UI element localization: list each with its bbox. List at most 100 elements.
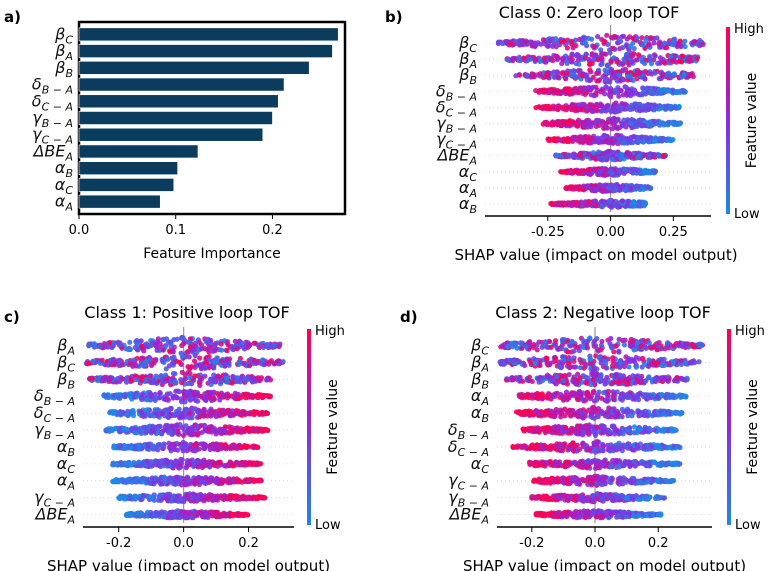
swarm-dot bbox=[160, 347, 167, 353]
feature-label: βA bbox=[458, 49, 477, 71]
swarm-dot bbox=[614, 59, 620, 65]
swarm-dot bbox=[568, 72, 575, 78]
swarm-dot bbox=[609, 126, 615, 132]
swarm-dot bbox=[172, 379, 179, 385]
swarm-dot bbox=[608, 59, 614, 65]
swarm-dot bbox=[547, 89, 553, 96]
swarm-dot bbox=[631, 122, 638, 128]
swarm-dot bbox=[610, 108, 616, 114]
bar bbox=[78, 60, 310, 75]
bar bbox=[78, 194, 161, 209]
swarm-dot bbox=[207, 464, 213, 470]
swarm-dot bbox=[586, 117, 592, 123]
swarm-dot bbox=[149, 475, 155, 481]
swarm-dot bbox=[677, 43, 683, 49]
swarm-dot bbox=[203, 474, 209, 481]
swarm-dot bbox=[126, 412, 132, 418]
swarm-dot bbox=[218, 341, 224, 347]
swarm-dot bbox=[183, 406, 189, 412]
swarm-dot bbox=[219, 347, 225, 353]
swarm-dot bbox=[524, 72, 530, 78]
swarm-dot bbox=[144, 407, 150, 413]
swarm-dot bbox=[577, 119, 583, 125]
panel-label: b) bbox=[385, 8, 403, 26]
swarm-dot bbox=[234, 445, 240, 452]
swarm-dot bbox=[603, 139, 609, 145]
swarm-dot bbox=[660, 71, 666, 77]
swarm-dot bbox=[558, 39, 564, 45]
swarm-dot bbox=[541, 55, 548, 61]
swarm-dot bbox=[593, 70, 600, 76]
swarm-dot bbox=[669, 58, 675, 64]
swarm-dot bbox=[621, 156, 627, 162]
swarm-dot bbox=[542, 59, 549, 65]
swarm-dot bbox=[505, 56, 511, 63]
swarm-dot bbox=[543, 106, 549, 112]
swarm-dot bbox=[564, 45, 570, 51]
swarm-dot bbox=[127, 495, 133, 501]
swarm-dot bbox=[188, 425, 195, 431]
swarm-dot bbox=[181, 442, 187, 448]
swarm-dot bbox=[193, 479, 199, 486]
swarm-dot bbox=[585, 167, 591, 173]
feature-label: δB − A bbox=[436, 81, 477, 103]
swarm-dot bbox=[192, 397, 199, 403]
swarm-dot bbox=[562, 87, 568, 93]
swarm-dot bbox=[537, 57, 543, 63]
swarm-dot bbox=[544, 72, 550, 78]
swarm-dot bbox=[567, 89, 573, 95]
swarm-dot bbox=[608, 203, 614, 210]
swarm-dot bbox=[162, 479, 168, 485]
swarm-dot bbox=[217, 397, 223, 403]
swarm-dot bbox=[687, 54, 694, 60]
swarm-dot bbox=[130, 407, 136, 414]
swarm-dot bbox=[631, 45, 637, 52]
x-tick-label: 0.25 bbox=[659, 225, 688, 240]
swarm-dot bbox=[97, 343, 103, 350]
swarm-dot bbox=[191, 358, 198, 364]
swarm-dot bbox=[246, 478, 253, 484]
swarm-dot bbox=[646, 42, 652, 48]
swarm-dot bbox=[694, 56, 700, 62]
swarm-dot bbox=[645, 136, 651, 143]
swarm-dot bbox=[521, 55, 527, 61]
swarm-dot bbox=[116, 495, 122, 501]
swarm-dot bbox=[543, 121, 549, 127]
swarm-dot bbox=[609, 156, 615, 163]
swarm-dot bbox=[647, 53, 653, 59]
swarm-dot bbox=[177, 359, 183, 365]
swarm-dot bbox=[189, 495, 195, 501]
swarm-dot bbox=[553, 202, 559, 208]
swarm-dot bbox=[192, 406, 198, 412]
swarm-dot bbox=[546, 137, 553, 143]
swarm-dot bbox=[162, 372, 169, 378]
swarm-dot bbox=[186, 459, 192, 465]
swarm-dot bbox=[171, 354, 177, 360]
swarm-dot bbox=[172, 478, 178, 484]
swarm-dot bbox=[187, 370, 193, 377]
swarm-dot bbox=[194, 423, 200, 430]
swarm-dot bbox=[169, 360, 175, 366]
swarm-dot bbox=[591, 43, 597, 50]
swarm-dot bbox=[134, 337, 140, 344]
swarm-dot bbox=[226, 362, 232, 368]
swarm-dot bbox=[243, 443, 250, 449]
swarm-dot bbox=[640, 139, 647, 145]
swarm-dot bbox=[116, 411, 123, 417]
swarm-dot bbox=[594, 78, 600, 84]
swarm-dot bbox=[551, 74, 557, 80]
swarm-dot bbox=[117, 443, 124, 449]
swarm-dot bbox=[99, 357, 105, 363]
swarm-dot bbox=[645, 106, 652, 112]
swarm-dot bbox=[590, 150, 596, 156]
swarm-dot bbox=[170, 371, 177, 377]
swarm-dot bbox=[208, 478, 214, 485]
swarm-dot bbox=[144, 344, 150, 350]
feature-label: ΔBEA bbox=[435, 146, 477, 168]
swarm-dot bbox=[677, 58, 683, 64]
swarm-dot bbox=[651, 52, 658, 58]
swarm-dot bbox=[573, 53, 580, 59]
swarm-dot bbox=[590, 104, 596, 110]
swarm-dot bbox=[132, 429, 138, 435]
